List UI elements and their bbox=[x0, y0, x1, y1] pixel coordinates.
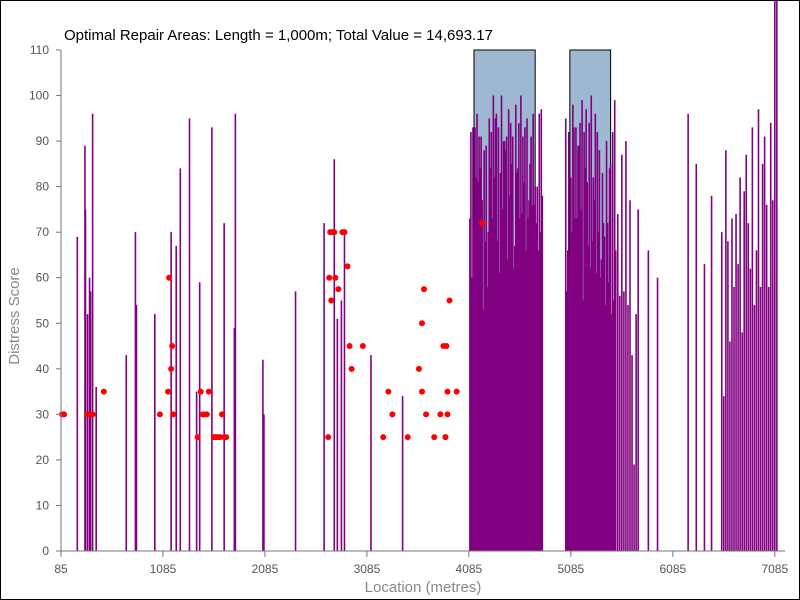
distress-point bbox=[443, 343, 450, 350]
distress-point bbox=[418, 388, 425, 395]
y-tick-label: 10 bbox=[36, 498, 50, 512]
distress-point bbox=[437, 411, 444, 418]
chart-title: Optimal Repair Areas: Length = 1,000m; T… bbox=[64, 27, 493, 44]
distress-point bbox=[348, 365, 355, 372]
distress-point bbox=[442, 434, 449, 441]
distress-point bbox=[341, 229, 348, 236]
distress-points bbox=[59, 220, 486, 441]
y-tick-label: 80 bbox=[36, 180, 50, 194]
y-tick-label: 40 bbox=[36, 362, 50, 376]
distress-point bbox=[328, 297, 335, 304]
x-axis-title: Location (metres) bbox=[365, 579, 482, 596]
distress-point bbox=[170, 411, 177, 418]
distress-point bbox=[168, 365, 175, 372]
x-tick-label: 3085 bbox=[354, 562, 381, 576]
distress-point bbox=[404, 434, 411, 441]
distress-point bbox=[89, 411, 96, 418]
distress-point bbox=[346, 343, 353, 350]
distress-point bbox=[166, 274, 173, 281]
x-tick-label: 6085 bbox=[659, 562, 686, 576]
distress-point bbox=[326, 274, 333, 281]
y-ticks: 0 10 20 30 40 50 60 70 80 90 100 110 bbox=[29, 43, 61, 558]
distress-point bbox=[219, 411, 226, 418]
distress-point bbox=[332, 274, 339, 281]
y-tick-label: 20 bbox=[36, 453, 50, 467]
y-tick-label: 30 bbox=[36, 407, 50, 421]
y-tick-label: 0 bbox=[42, 544, 49, 558]
distress-point bbox=[344, 263, 351, 270]
distress-point bbox=[421, 286, 428, 293]
distress-point bbox=[389, 411, 396, 418]
y-tick-label: 100 bbox=[29, 89, 49, 103]
x-tick-label: 85 bbox=[54, 562, 68, 576]
y-axis-title: Distress Score bbox=[6, 267, 23, 365]
distress-point bbox=[335, 286, 342, 293]
x-tick-label: 2085 bbox=[252, 562, 279, 576]
distress-point bbox=[423, 411, 430, 418]
y-tick-label: 60 bbox=[36, 271, 50, 285]
distress-point bbox=[453, 388, 460, 395]
distress-point bbox=[325, 434, 332, 441]
distress-point bbox=[156, 411, 163, 418]
distress-point bbox=[169, 343, 176, 350]
y-tick-label: 90 bbox=[36, 134, 50, 148]
distress-point bbox=[415, 365, 422, 372]
distress-point bbox=[205, 388, 212, 395]
distress-point bbox=[331, 229, 338, 236]
y-tick-label: 110 bbox=[30, 43, 49, 57]
x-tick-label: 7085 bbox=[761, 562, 788, 576]
distress-point bbox=[61, 411, 68, 418]
distress-point bbox=[194, 434, 201, 441]
distress-point bbox=[84, 411, 91, 418]
distress-point bbox=[203, 411, 210, 418]
x-ticks: 85 1085 2085 3085 4085 5085 6085 7085 bbox=[54, 551, 788, 576]
distress-point bbox=[418, 320, 425, 327]
distress-point bbox=[444, 388, 451, 395]
distress-point bbox=[444, 411, 451, 418]
y-tick-label: 50 bbox=[36, 316, 50, 330]
distress-point bbox=[223, 434, 230, 441]
x-tick-label: 4085 bbox=[456, 562, 483, 576]
y-tick-label: 70 bbox=[36, 225, 50, 239]
distress-point bbox=[385, 388, 392, 395]
distress-point bbox=[359, 343, 366, 350]
distress-point bbox=[197, 388, 204, 395]
distress-point bbox=[479, 220, 486, 227]
distress-point bbox=[380, 434, 387, 441]
distress-bars bbox=[76, 1, 778, 551]
axes bbox=[60, 50, 785, 552]
x-tick-label: 5085 bbox=[558, 562, 585, 576]
distress-point bbox=[165, 388, 172, 395]
distress-point bbox=[431, 434, 438, 441]
distress-point bbox=[446, 297, 453, 304]
x-tick-label: 1085 bbox=[150, 562, 177, 576]
distress-point bbox=[100, 388, 107, 395]
